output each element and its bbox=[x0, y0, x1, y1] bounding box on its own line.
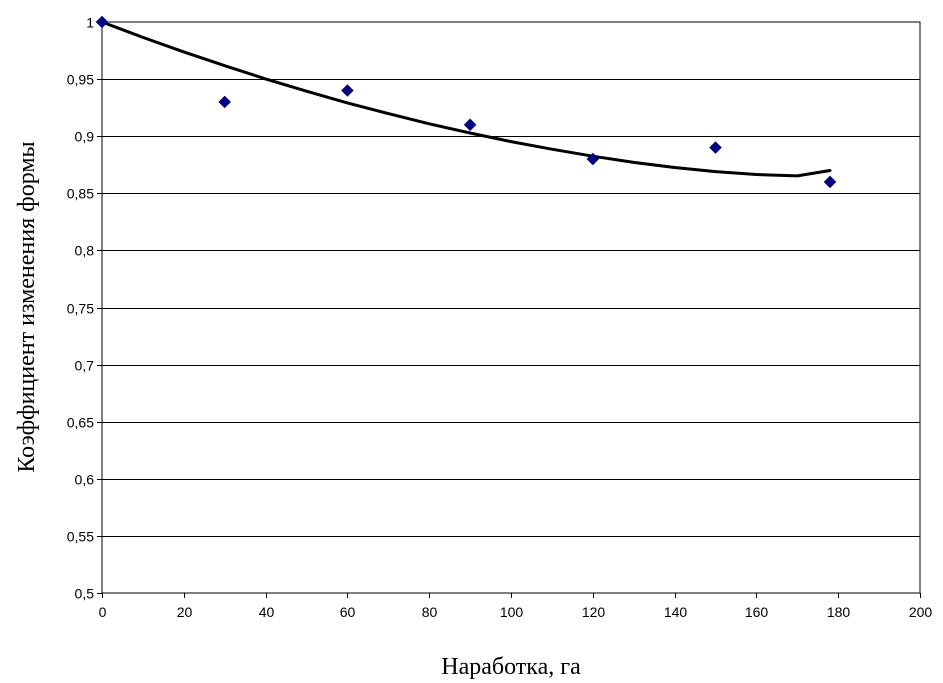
x-tick-label: 160 bbox=[745, 604, 769, 620]
y-tick-label: 0,7 bbox=[75, 358, 95, 374]
data-point bbox=[341, 84, 354, 97]
x-tick-label: 120 bbox=[582, 604, 606, 620]
data-point bbox=[95, 15, 109, 29]
data-point bbox=[463, 118, 477, 132]
x-tick-label: 200 bbox=[909, 604, 933, 620]
x-tick-label: 140 bbox=[664, 604, 688, 620]
x-tick-label: 0 bbox=[99, 604, 107, 620]
y-tick-label: 0,75 bbox=[67, 301, 94, 317]
y-tick-label: 0,5 bbox=[75, 586, 95, 602]
data-point bbox=[709, 141, 722, 154]
x-tick-label: 20 bbox=[177, 604, 193, 620]
trend-line bbox=[100, 20, 832, 178]
y-axis-title: Коэффициент изменения формы bbox=[14, 141, 40, 472]
x-axis-title: Наработка, га bbox=[441, 654, 581, 680]
y-tick-label: 0,9 bbox=[75, 129, 95, 145]
x-tick-label: 60 bbox=[340, 604, 356, 620]
y-tick-label: 0,65 bbox=[67, 415, 94, 431]
y-tick-label: 0,6 bbox=[75, 472, 95, 488]
data-point bbox=[586, 152, 600, 166]
data-point bbox=[823, 175, 837, 189]
x-tick-label: 80 bbox=[422, 604, 438, 620]
y-tick-label: 1 bbox=[86, 15, 94, 31]
y-tick-label: 0,8 bbox=[75, 243, 95, 259]
y-tick-label: 0,95 bbox=[67, 72, 94, 88]
data-point bbox=[218, 95, 232, 109]
y-tick-label: 0,85 bbox=[67, 186, 94, 202]
x-tick-label: 180 bbox=[827, 604, 851, 620]
x-tick-label: 40 bbox=[259, 604, 275, 620]
x-tick-label: 100 bbox=[500, 604, 524, 620]
y-tick-label: 0,55 bbox=[67, 529, 94, 545]
